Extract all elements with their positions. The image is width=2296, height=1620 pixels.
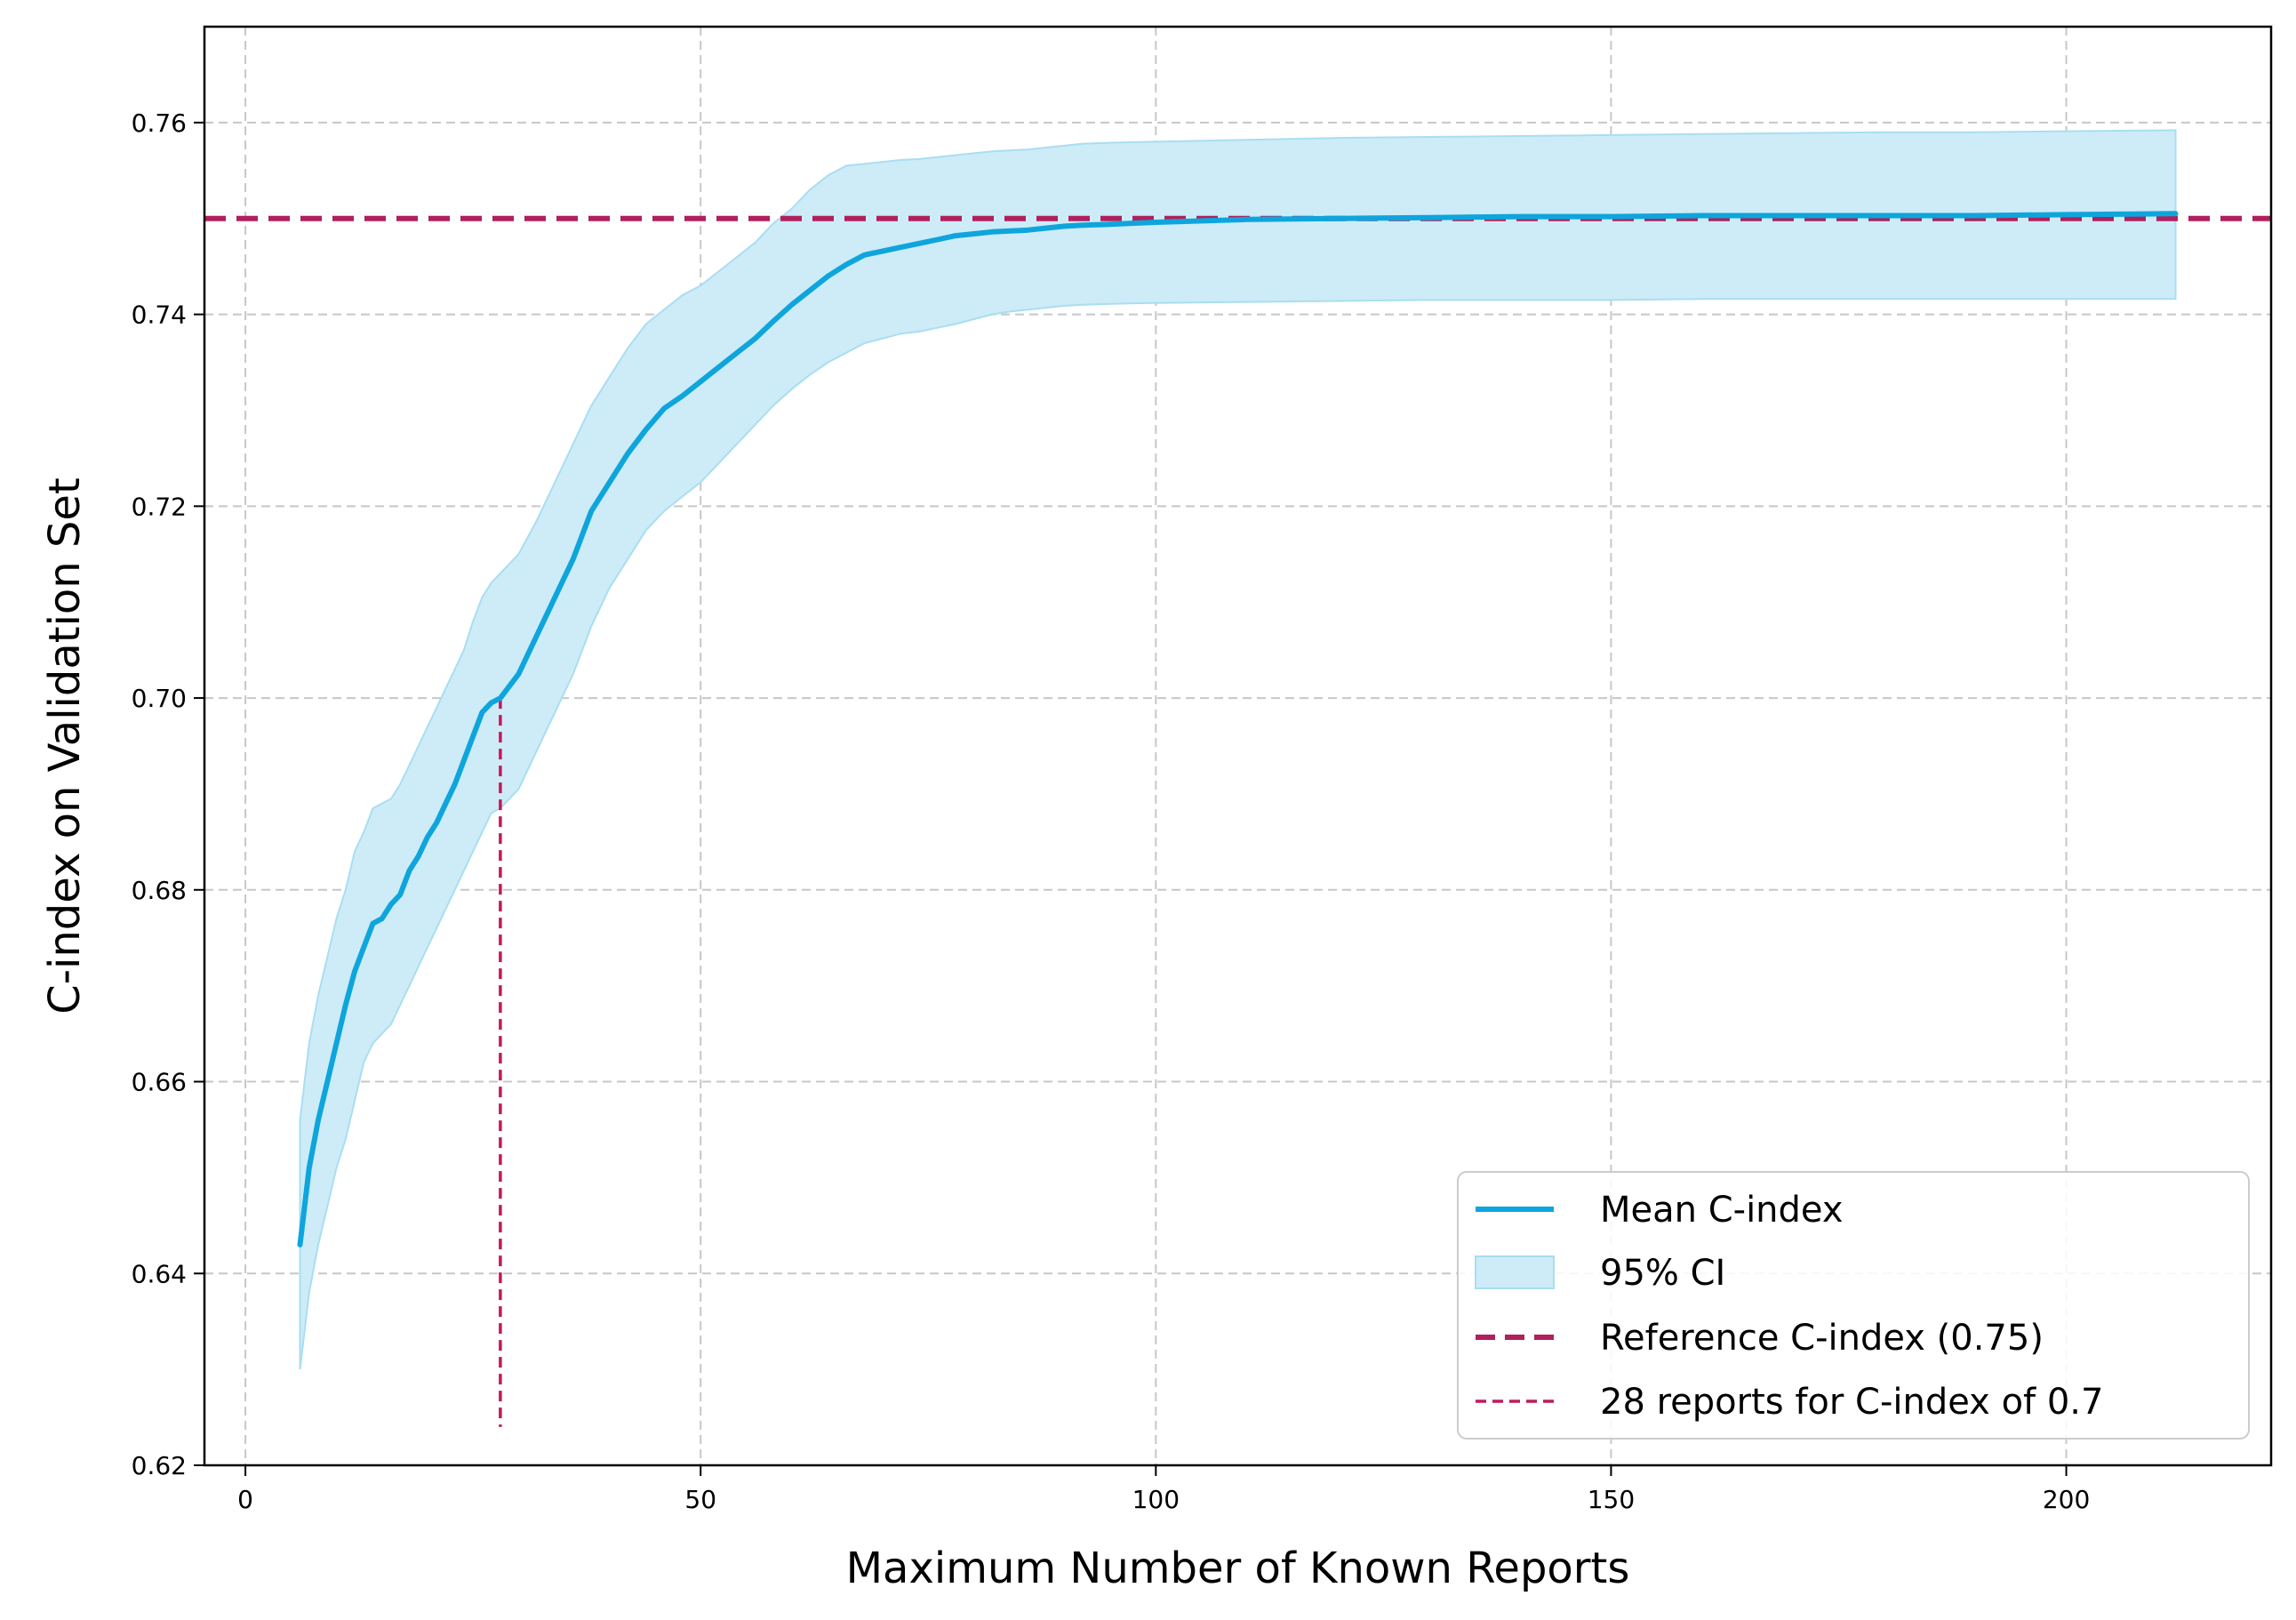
legend-label: 28 reports for C-index of 0.7 [1600, 1382, 2103, 1423]
y-tick-label: 0.72 [132, 492, 187, 521]
y-tick-label: 0.76 [132, 108, 187, 138]
x-tick-label: 50 [684, 1485, 716, 1514]
y-tick-label: 0.66 [132, 1068, 187, 1097]
ci-band [299, 129, 2177, 1370]
legend-label: Mean C-index [1600, 1190, 1844, 1231]
x-tick-label: 150 [1588, 1485, 1635, 1514]
y-tick-label: 0.64 [132, 1259, 187, 1288]
mean-line-layer [297, 211, 2179, 1247]
y-tick-label: 0.70 [132, 684, 187, 713]
axes-frame [203, 25, 2273, 1467]
y-tick-label: 0.68 [132, 876, 187, 905]
x-tick-label: 200 [2043, 1485, 2090, 1514]
x-axis-ticks: 0 50 100 150 200 [237, 1465, 2090, 1514]
legend-label: Reference C-index (0.75) [1600, 1318, 2044, 1359]
legend: Mean C-index 95% CI Reference C-index (0.7… [1457, 1171, 2250, 1440]
y-tick-label: 0.62 [132, 1451, 187, 1480]
y-tick-label: 0.74 [132, 301, 187, 330]
y-axis-ticks: 0.62 0.64 0.66 0.68 0.70 0.72 0.74 0.76 [132, 108, 204, 1480]
x-tick-label: 100 [1132, 1485, 1180, 1514]
mean-line [297, 211, 2179, 1247]
legend-label: 95% CI [1600, 1253, 1725, 1294]
x-axis-label: Maximum Number of Known Reports [846, 1544, 1630, 1593]
x-tick-label: 0 [237, 1485, 253, 1514]
legend-box [1457, 1171, 2250, 1440]
legend-swatch-ci [1475, 1255, 1555, 1289]
confidence-band-layer [299, 129, 2177, 1370]
y-axis-label: C-index on Validation Set [40, 477, 90, 1015]
